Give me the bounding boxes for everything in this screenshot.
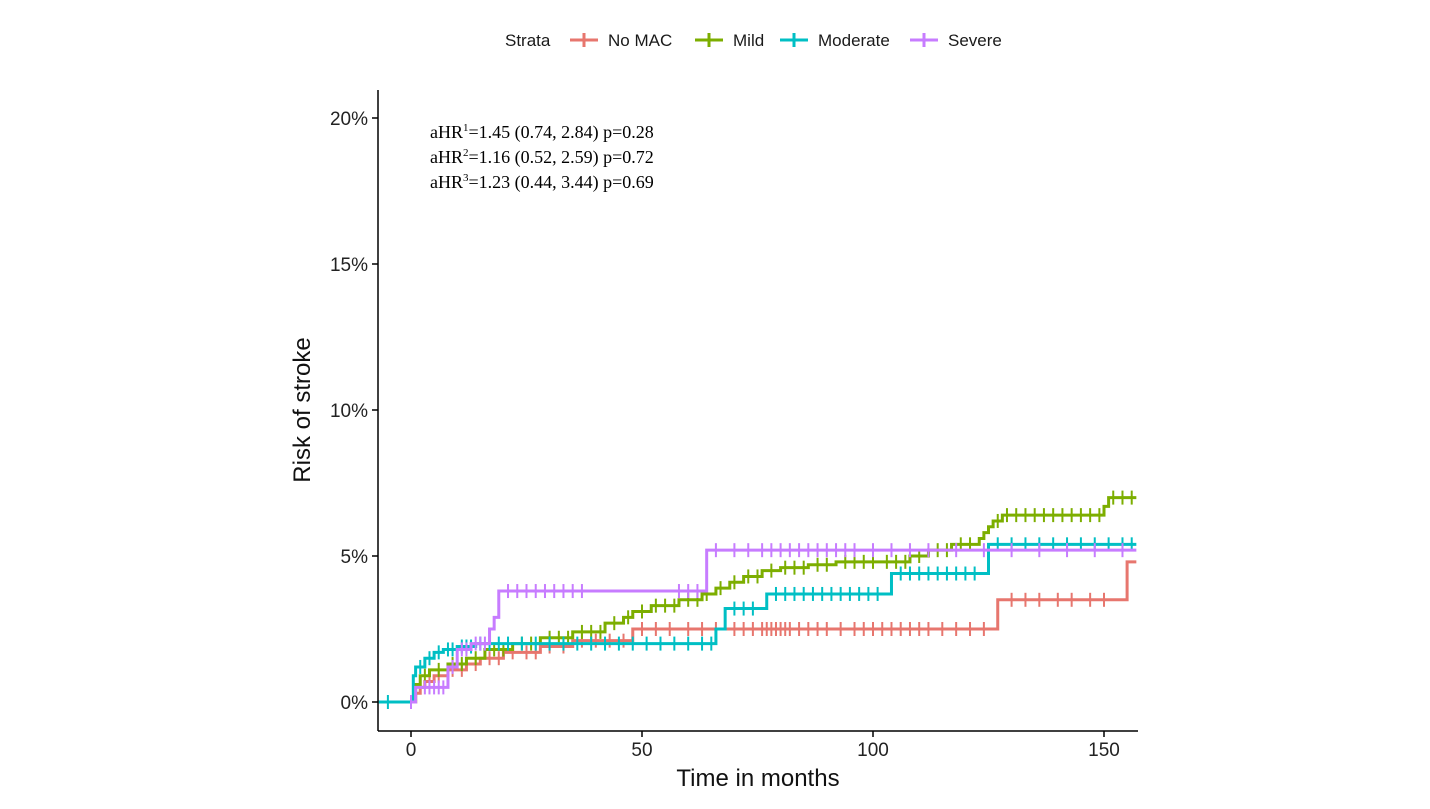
series-line-moderate [378,542,1137,704]
legend-entry-severe: Severe [910,31,1002,50]
series-severe [410,543,1137,709]
legend: Strata No MAC Mild Moderate Severe [505,31,1002,50]
legend-label: Mild [733,31,764,50]
series-line-no-mac [411,560,1137,704]
y-tick-label: 15% [330,255,368,276]
legend-label: Moderate [818,31,890,50]
x-axis-title: Time in months [676,765,839,792]
y-tick-label: 5% [341,547,369,568]
legend-entry-mild: Mild [695,31,764,50]
x-axis-ticks: 0 50 100 150 [406,731,1120,761]
series-moderate [378,537,1137,709]
x-tick-label: 50 [631,740,652,761]
x-tick-label: 100 [857,740,889,761]
annotation-line: aHR2=1.16 (0.52, 2.59) p=0.72 [430,147,654,168]
hazard-ratio-annotations: aHR1=1.45 (0.74, 2.84) p=0.28 aHR2=1.16 (… [430,122,654,193]
x-tick-label: 0 [406,740,417,761]
series-mild [411,490,1137,704]
y-axis-ticks: 0% 5% 10% 15% 20% [330,109,378,714]
annotation-line: aHR3=1.23 (0.44, 3.44) p=0.69 [430,172,654,193]
series-no-mac [411,560,1137,704]
legend-label: No MAC [608,31,672,50]
series-line-mild [411,496,1137,704]
y-tick-label: 10% [330,401,368,422]
legend-entry-moderate: Moderate [780,31,890,50]
legend-label: Severe [948,31,1002,50]
y-axis-title: Risk of stroke [289,337,316,482]
y-tick-label: 0% [341,693,369,714]
annotation-line: aHR1=1.45 (0.74, 2.84) p=0.28 [430,122,654,143]
x-tick-label: 150 [1088,740,1120,761]
y-tick-label: 20% [330,109,368,130]
series-line-severe [411,548,1137,704]
series-layer [378,490,1137,709]
legend-entry-no-mac: No MAC [570,31,672,50]
legend-title: Strata [505,31,551,50]
